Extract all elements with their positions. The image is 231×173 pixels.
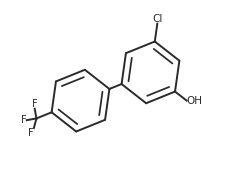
Text: OH: OH <box>187 96 203 106</box>
Text: F: F <box>21 115 27 125</box>
Text: F: F <box>32 99 37 109</box>
Text: F: F <box>28 128 34 138</box>
Text: Cl: Cl <box>152 14 163 24</box>
